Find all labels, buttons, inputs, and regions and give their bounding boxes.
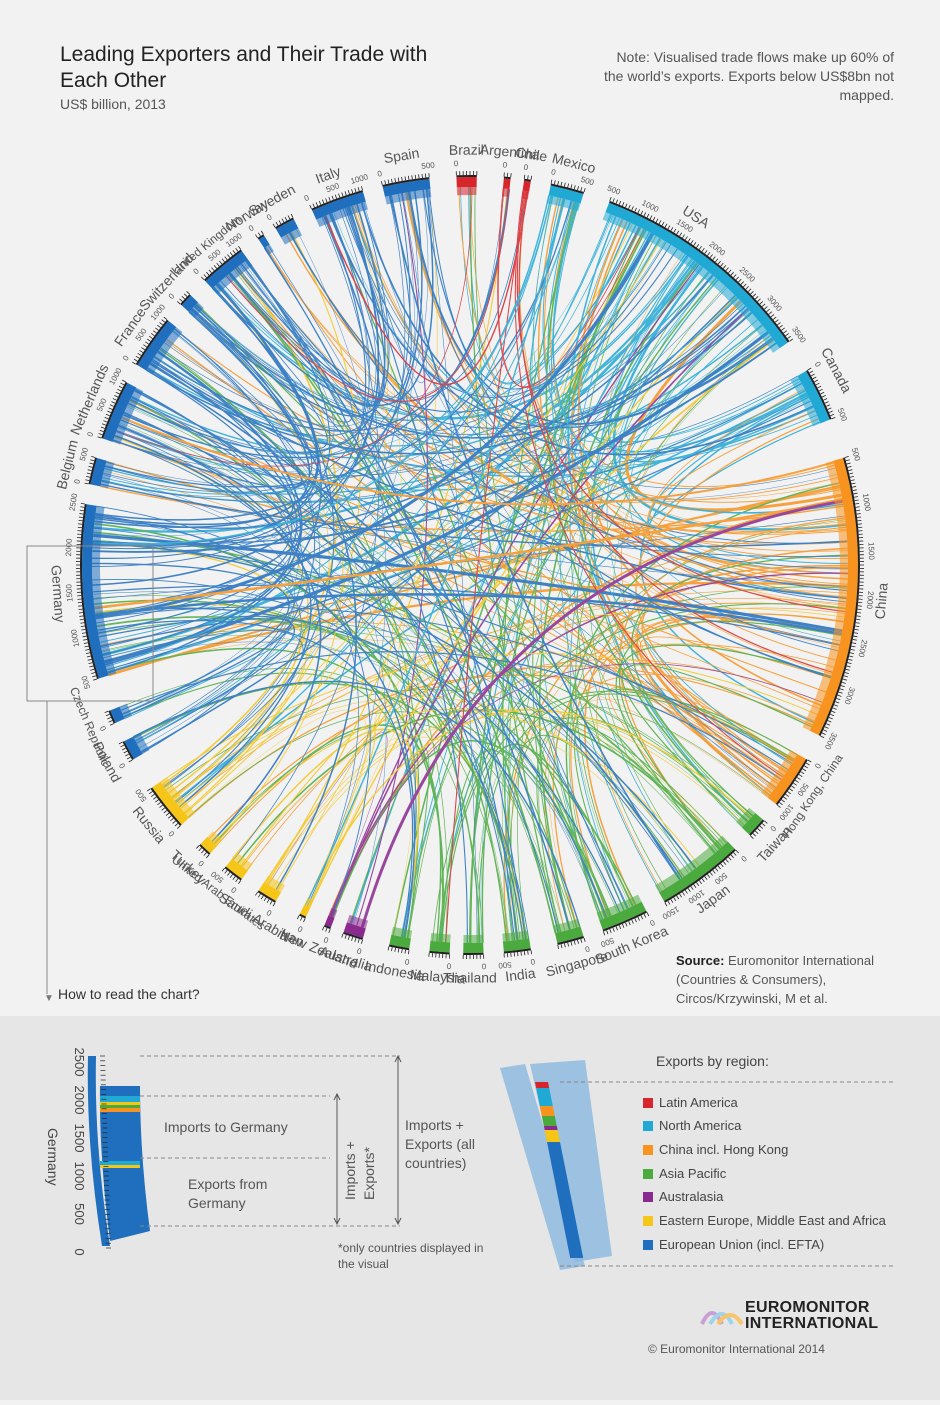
legend-swatch bbox=[643, 1121, 653, 1131]
flow-segment bbox=[100, 1102, 140, 1105]
legend-item: Latin America bbox=[643, 1095, 738, 1110]
legend-swatch bbox=[643, 1098, 653, 1108]
legend-item: China incl. Hong Kong bbox=[643, 1142, 788, 1157]
how-to-read-link[interactable]: How to read the chart? bbox=[58, 986, 200, 1002]
region-band bbox=[540, 1106, 555, 1116]
germany-highlight bbox=[0, 0, 940, 1016]
legend-label: North America bbox=[659, 1118, 741, 1133]
region-band bbox=[545, 1130, 560, 1142]
legend-label: China incl. Hong Kong bbox=[659, 1142, 788, 1157]
legend-item: European Union (incl. EFTA) bbox=[643, 1237, 824, 1252]
imports-exports-star-label: Imports + Exports* bbox=[341, 1095, 379, 1200]
exports-from-germany-label: Exports from Germany bbox=[188, 1175, 298, 1213]
down-arrow-icon: ▼ bbox=[44, 993, 54, 1004]
legend-swatch bbox=[643, 1192, 653, 1202]
explainer-country-label: Germany bbox=[45, 1128, 61, 1186]
brand-line2: INTERNATIONAL bbox=[745, 1316, 878, 1332]
legend-item: Asia Pacific bbox=[643, 1166, 726, 1181]
legend-item: North America bbox=[643, 1118, 741, 1133]
legend-label: Latin America bbox=[659, 1095, 738, 1110]
legend-item: Eastern Europe, Middle East and Africa bbox=[643, 1213, 886, 1228]
copyright: © Euromonitor International 2014 bbox=[648, 1342, 825, 1356]
explainer-tick-label: 0 bbox=[72, 1248, 87, 1255]
legend-title: Exports by region: bbox=[656, 1053, 769, 1069]
region-band bbox=[542, 1116, 557, 1126]
legend-swatch bbox=[643, 1169, 653, 1179]
euromonitor-logo-icon bbox=[700, 1300, 744, 1326]
explainer-tick-label: 1500 bbox=[72, 1124, 87, 1153]
legend-swatch bbox=[643, 1145, 653, 1155]
legend-label: Asia Pacific bbox=[659, 1166, 726, 1181]
explainer-tick-label: 2000 bbox=[72, 1086, 87, 1115]
legend-swatch bbox=[643, 1216, 653, 1226]
brand-line1: EUROMONITOR bbox=[745, 1300, 878, 1316]
legend-label: Australasia bbox=[659, 1189, 723, 1204]
explainer-tick-label: 500 bbox=[72, 1203, 87, 1225]
legend-swatch bbox=[643, 1240, 653, 1250]
region-band bbox=[544, 1126, 558, 1130]
imports-exports-all-label: Imports + Exports (all countries) bbox=[405, 1116, 515, 1173]
legend-label: European Union (incl. EFTA) bbox=[659, 1237, 824, 1252]
imports-to-germany-label: Imports to Germany bbox=[164, 1118, 288, 1137]
explainer-tick-label: 2500 bbox=[72, 1048, 87, 1077]
brand-name: EUROMONITOR INTERNATIONAL bbox=[745, 1300, 878, 1332]
flow-segment bbox=[100, 1105, 140, 1108]
legend-label: Eastern Europe, Middle East and Africa bbox=[659, 1213, 886, 1228]
region-band bbox=[535, 1082, 549, 1088]
explainer-tick-label: 1000 bbox=[72, 1162, 87, 1191]
footnote: *only countries displayed in the visual bbox=[338, 1240, 488, 1272]
legend-item: Australasia bbox=[643, 1189, 723, 1204]
